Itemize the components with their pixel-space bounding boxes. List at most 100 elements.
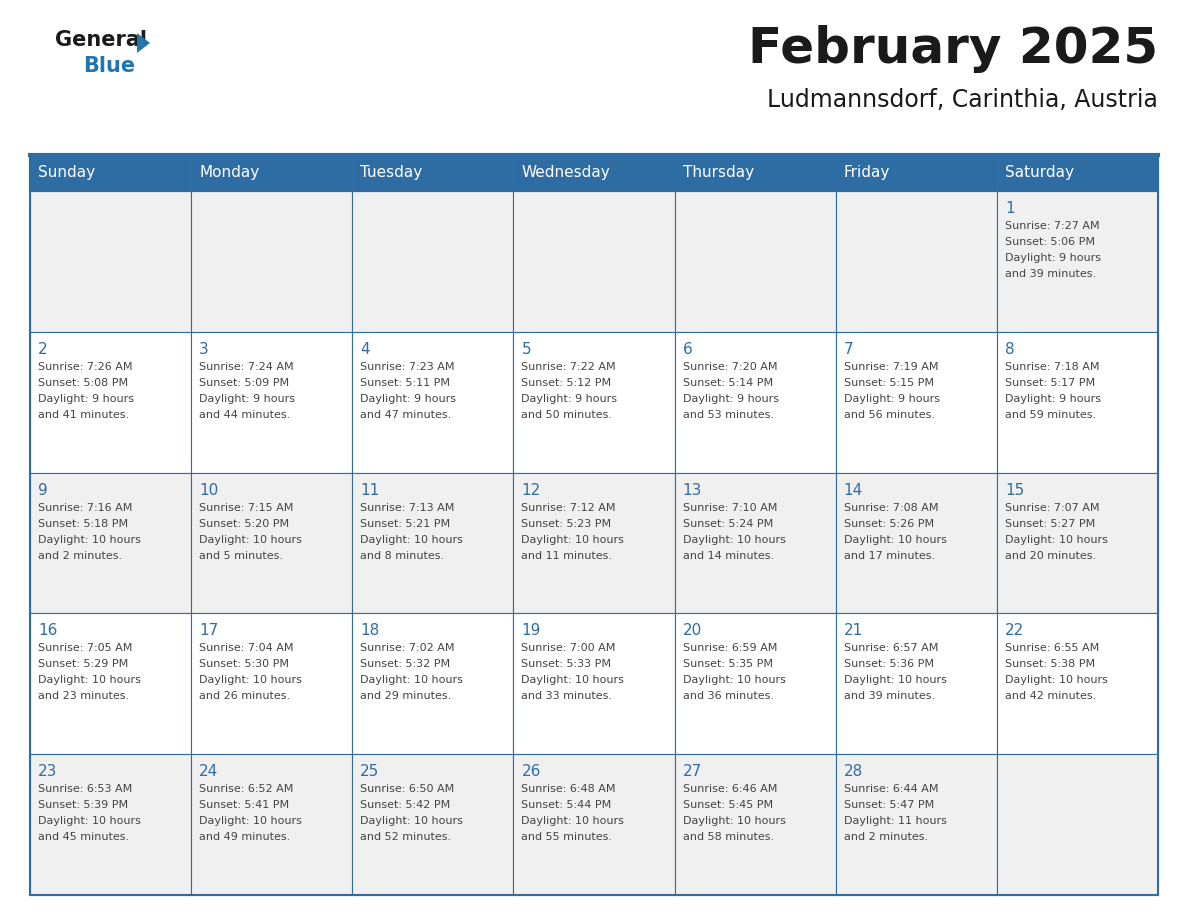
Text: Daylight: 9 hours: Daylight: 9 hours [843, 394, 940, 404]
Text: Thursday: Thursday [683, 165, 753, 181]
Text: 14: 14 [843, 483, 862, 498]
Text: Sunset: 5:38 PM: Sunset: 5:38 PM [1005, 659, 1095, 669]
Bar [191, 613, 353, 755]
Text: Sunset: 5:20 PM: Sunset: 5:20 PM [200, 519, 289, 529]
Text: 15: 15 [1005, 483, 1024, 498]
Text: 3: 3 [200, 341, 209, 357]
Text: and 2 minutes.: and 2 minutes. [38, 551, 122, 561]
Text: and 59 minutes.: and 59 minutes. [1005, 409, 1097, 420]
Text: Daylight: 10 hours: Daylight: 10 hours [360, 534, 463, 544]
Bar [30, 331, 191, 473]
Text: Daylight: 10 hours: Daylight: 10 hours [683, 676, 785, 686]
Text: 18: 18 [360, 623, 379, 638]
Text: Sunrise: 6:55 AM: Sunrise: 6:55 AM [1005, 644, 1099, 654]
Text: Sunset: 5:26 PM: Sunset: 5:26 PM [843, 519, 934, 529]
Text: 21: 21 [843, 623, 862, 638]
Text: 8: 8 [1005, 341, 1015, 357]
Text: Sunset: 5:41 PM: Sunset: 5:41 PM [200, 800, 289, 811]
Text: 5: 5 [522, 341, 531, 357]
Text: Sunrise: 7:19 AM: Sunrise: 7:19 AM [843, 362, 939, 372]
Text: and 33 minutes.: and 33 minutes. [522, 691, 613, 701]
Text: 24: 24 [200, 764, 219, 779]
Bar [191, 473, 353, 613]
Text: Sunrise: 7:02 AM: Sunrise: 7:02 AM [360, 644, 455, 654]
Bar [675, 191, 835, 331]
Bar [30, 755, 191, 895]
Bar [835, 331, 997, 473]
Text: and 52 minutes.: and 52 minutes. [360, 833, 451, 842]
Polygon shape [137, 33, 150, 53]
Text: and 53 minutes.: and 53 minutes. [683, 409, 773, 420]
Text: Daylight: 10 hours: Daylight: 10 hours [522, 816, 625, 826]
Bar [835, 755, 997, 895]
Bar [191, 191, 353, 331]
Bar [30, 155, 191, 191]
Text: 1: 1 [1005, 201, 1015, 216]
Text: Sunrise: 7:12 AM: Sunrise: 7:12 AM [522, 502, 615, 512]
Bar [675, 331, 835, 473]
Text: Sunrise: 6:50 AM: Sunrise: 6:50 AM [360, 784, 455, 794]
Text: Sunset: 5:09 PM: Sunset: 5:09 PM [200, 378, 289, 387]
Text: Sunset: 5:15 PM: Sunset: 5:15 PM [843, 378, 934, 387]
Text: Sunset: 5:12 PM: Sunset: 5:12 PM [522, 378, 612, 387]
Bar [353, 331, 513, 473]
Text: 27: 27 [683, 764, 702, 779]
Text: Monday: Monday [200, 165, 259, 181]
Text: Sunset: 5:35 PM: Sunset: 5:35 PM [683, 659, 772, 669]
Text: Sunrise: 7:27 AM: Sunrise: 7:27 AM [1005, 221, 1099, 231]
Bar [353, 755, 513, 895]
Text: Tuesday: Tuesday [360, 165, 423, 181]
Text: Daylight: 10 hours: Daylight: 10 hours [1005, 676, 1107, 686]
Text: Daylight: 10 hours: Daylight: 10 hours [360, 676, 463, 686]
Text: Daylight: 10 hours: Daylight: 10 hours [522, 534, 625, 544]
Text: 10: 10 [200, 483, 219, 498]
Text: Sunrise: 6:48 AM: Sunrise: 6:48 AM [522, 784, 615, 794]
Text: and 58 minutes.: and 58 minutes. [683, 833, 773, 842]
Text: 20: 20 [683, 623, 702, 638]
Text: 2: 2 [38, 341, 48, 357]
Bar [997, 155, 1158, 191]
Text: and 11 minutes.: and 11 minutes. [522, 551, 613, 561]
Text: 28: 28 [843, 764, 862, 779]
Text: Sunset: 5:29 PM: Sunset: 5:29 PM [38, 659, 128, 669]
Text: Sunrise: 7:13 AM: Sunrise: 7:13 AM [360, 502, 455, 512]
Text: Sunset: 5:21 PM: Sunset: 5:21 PM [360, 519, 450, 529]
Text: Sunrise: 7:16 AM: Sunrise: 7:16 AM [38, 502, 132, 512]
Text: 11: 11 [360, 483, 379, 498]
Text: Daylight: 9 hours: Daylight: 9 hours [1005, 394, 1101, 404]
Bar [30, 191, 191, 331]
Bar [835, 473, 997, 613]
Text: Saturday: Saturday [1005, 165, 1074, 181]
Text: Sunrise: 6:52 AM: Sunrise: 6:52 AM [200, 784, 293, 794]
Text: Sunset: 5:44 PM: Sunset: 5:44 PM [522, 800, 612, 811]
Text: 19: 19 [522, 623, 541, 638]
Text: Daylight: 10 hours: Daylight: 10 hours [522, 676, 625, 686]
Text: Sunset: 5:23 PM: Sunset: 5:23 PM [522, 519, 612, 529]
Text: and 45 minutes.: and 45 minutes. [38, 833, 129, 842]
Text: Daylight: 9 hours: Daylight: 9 hours [522, 394, 618, 404]
Text: Sunset: 5:14 PM: Sunset: 5:14 PM [683, 378, 772, 387]
Text: and 17 minutes.: and 17 minutes. [843, 551, 935, 561]
Text: Daylight: 10 hours: Daylight: 10 hours [1005, 534, 1107, 544]
Text: and 14 minutes.: and 14 minutes. [683, 551, 773, 561]
Bar [675, 155, 835, 191]
Text: Sunrise: 7:07 AM: Sunrise: 7:07 AM [1005, 502, 1099, 512]
Bar [997, 473, 1158, 613]
Text: Wednesday: Wednesday [522, 165, 611, 181]
Text: Sunset: 5:42 PM: Sunset: 5:42 PM [360, 800, 450, 811]
Text: Sunrise: 7:05 AM: Sunrise: 7:05 AM [38, 644, 132, 654]
Bar [513, 191, 675, 331]
Text: and 42 minutes.: and 42 minutes. [1005, 691, 1097, 701]
Text: 17: 17 [200, 623, 219, 638]
Text: Sunrise: 7:15 AM: Sunrise: 7:15 AM [200, 502, 293, 512]
Text: Sunrise: 7:00 AM: Sunrise: 7:00 AM [522, 644, 615, 654]
Text: Daylight: 10 hours: Daylight: 10 hours [843, 534, 947, 544]
Text: Daylight: 10 hours: Daylight: 10 hours [38, 816, 141, 826]
Text: Sunset: 5:08 PM: Sunset: 5:08 PM [38, 378, 128, 387]
Bar [353, 155, 513, 191]
Text: Sunset: 5:11 PM: Sunset: 5:11 PM [360, 378, 450, 387]
Text: Sunset: 5:39 PM: Sunset: 5:39 PM [38, 800, 128, 811]
Text: Sunrise: 6:44 AM: Sunrise: 6:44 AM [843, 784, 939, 794]
Bar [513, 613, 675, 755]
Bar [353, 613, 513, 755]
